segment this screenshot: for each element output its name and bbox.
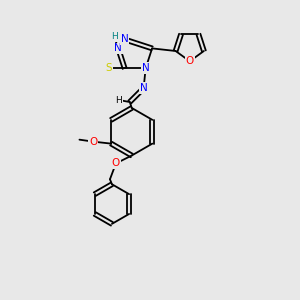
Text: H: H bbox=[111, 32, 118, 41]
Text: O: O bbox=[112, 158, 120, 168]
Text: N: N bbox=[140, 83, 148, 93]
Text: H: H bbox=[116, 95, 122, 104]
Text: N: N bbox=[142, 63, 149, 73]
Text: S: S bbox=[106, 63, 112, 73]
Text: O: O bbox=[89, 136, 98, 147]
Text: N: N bbox=[114, 44, 122, 53]
Text: O: O bbox=[186, 56, 194, 66]
Text: N: N bbox=[121, 34, 128, 44]
